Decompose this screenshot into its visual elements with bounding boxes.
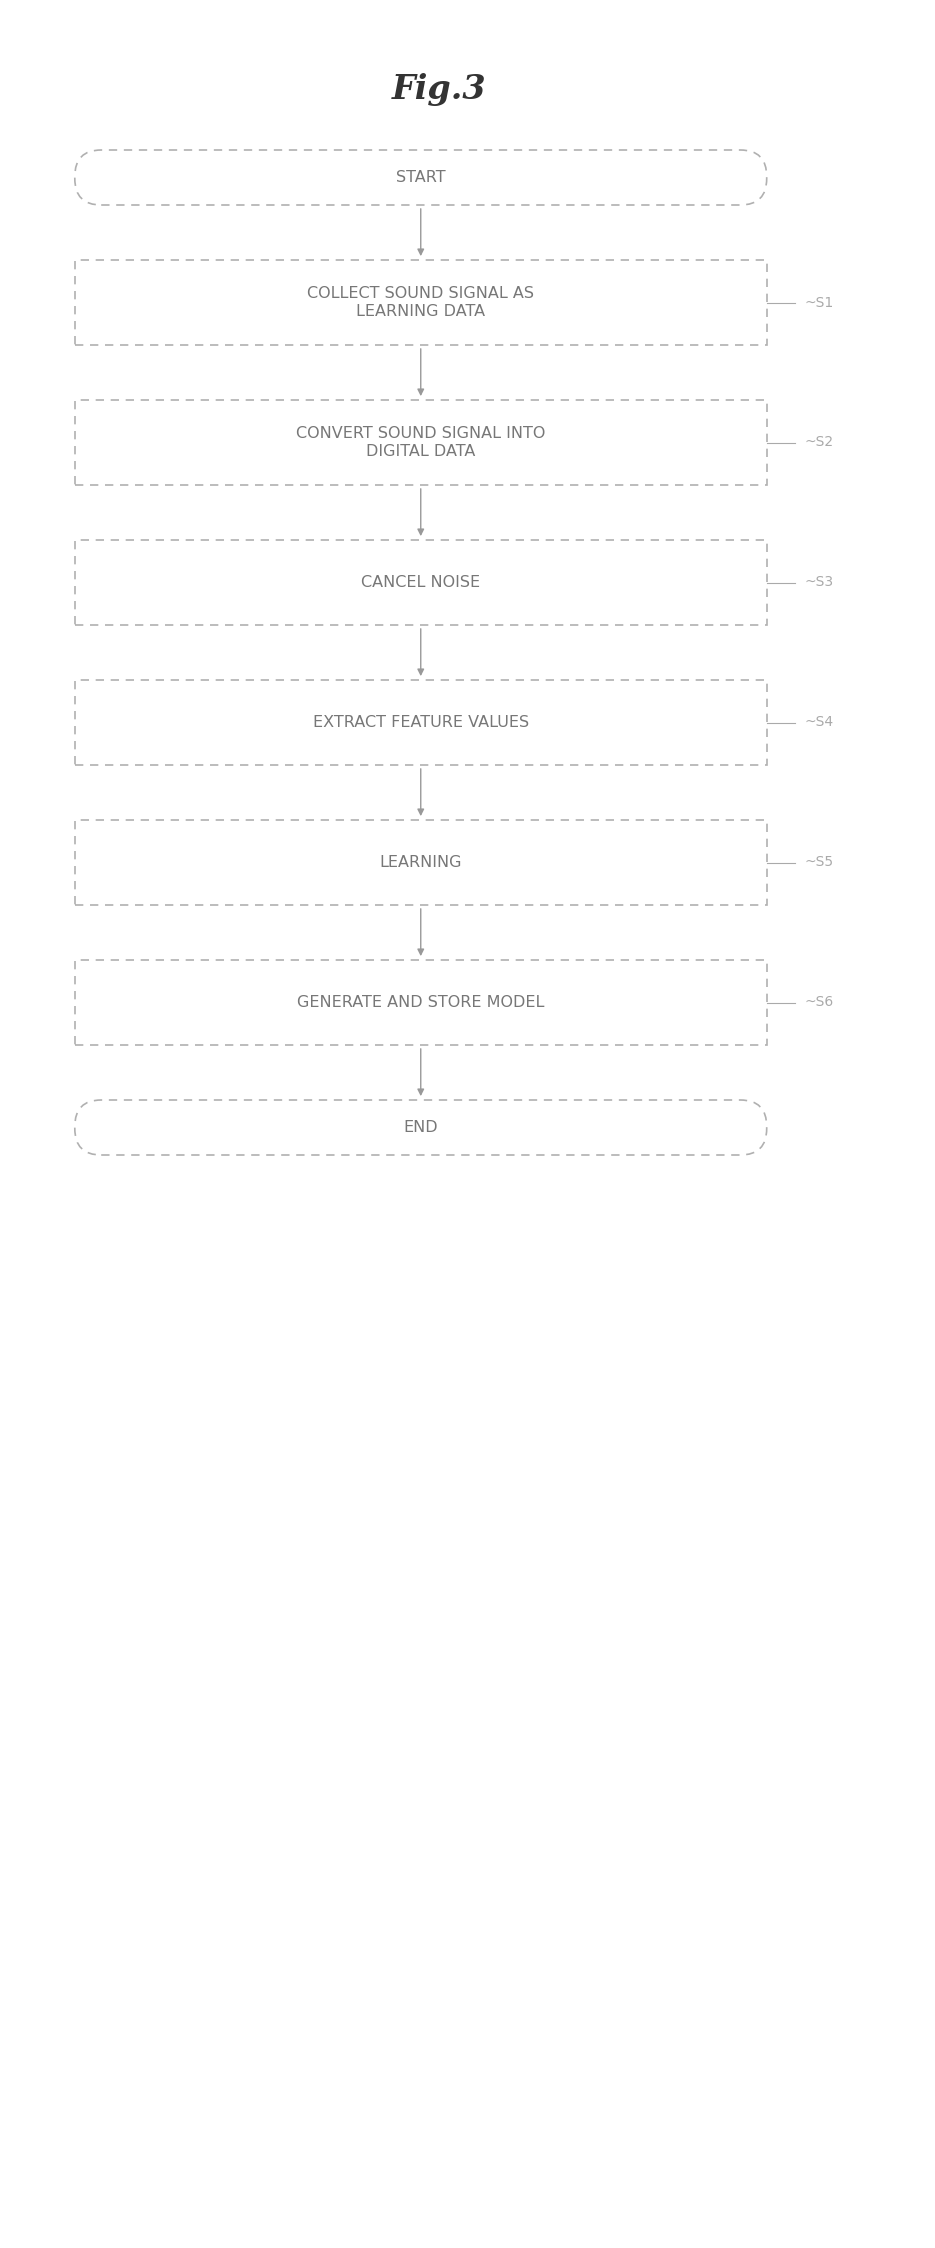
Text: CONVERT SOUND SIGNAL INTO
DIGITAL DATA: CONVERT SOUND SIGNAL INTO DIGITAL DATA [296, 427, 545, 459]
Text: COLLECT SOUND SIGNAL AS
LEARNING DATA: COLLECT SOUND SIGNAL AS LEARNING DATA [308, 285, 534, 319]
Bar [75, 261, 767, 344]
Text: ~S2: ~S2 [804, 436, 833, 450]
Text: LEARNING: LEARNING [380, 854, 462, 870]
FancyBboxPatch shape [75, 151, 767, 205]
Text: ~S6: ~S6 [804, 996, 833, 1009]
Text: EXTRACT FEATURE VALUES: EXTRACT FEATURE VALUES [312, 715, 529, 731]
Text: ~S3: ~S3 [804, 575, 833, 589]
Text: ~S4: ~S4 [804, 715, 833, 731]
FancyBboxPatch shape [75, 1099, 767, 1155]
Text: START: START [396, 171, 446, 184]
Bar [75, 960, 767, 1045]
Bar [75, 400, 767, 486]
Text: END: END [403, 1120, 439, 1135]
Text: ~S1: ~S1 [804, 294, 833, 310]
Text: ~S5: ~S5 [804, 856, 833, 870]
Bar [75, 540, 767, 625]
Bar [75, 679, 767, 764]
Text: CANCEL NOISE: CANCEL NOISE [361, 575, 481, 589]
Text: Fig.3: Fig.3 [392, 74, 487, 106]
Bar [75, 821, 767, 906]
Text: GENERATE AND STORE MODEL: GENERATE AND STORE MODEL [297, 996, 544, 1009]
